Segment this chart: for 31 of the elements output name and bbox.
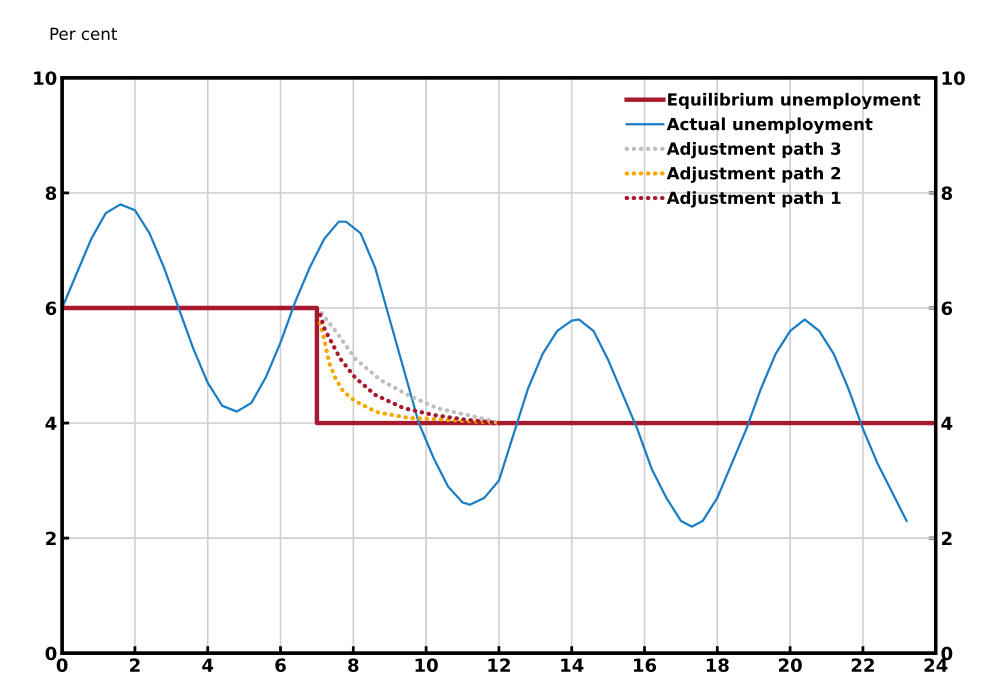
y-tick-label: 0 <box>46 646 56 660</box>
y-axis-title: Per cent <box>50 28 117 40</box>
x-tick-label: 18 <box>706 658 729 672</box>
y-tick-label: 6 <box>46 301 56 316</box>
legend-label: Adjustment path 2 <box>666 166 840 183</box>
legend-label: Adjustment path 3 <box>666 142 840 158</box>
x-tick-label: 14 <box>561 658 584 672</box>
y-tick-label: 10 <box>34 71 56 85</box>
y-tick-label: 8 <box>46 186 56 200</box>
x-tick-label: 4 <box>202 658 214 672</box>
y2-tick-label: 2 <box>942 532 952 545</box>
y2-tick-label: 10 <box>942 71 965 85</box>
x-tick-label: 16 <box>634 658 656 672</box>
x-tick-label: 22 <box>852 658 874 672</box>
x-tick-label: 2 <box>130 658 140 672</box>
y2-tick-label: 6 <box>942 301 952 316</box>
x-tick-label: 10 <box>416 658 438 672</box>
x-tick-label: 8 <box>348 658 358 672</box>
y2-tick-label: 8 <box>942 186 952 200</box>
x-tick-label: 6 <box>275 658 286 672</box>
y2-tick-label: 4 <box>941 416 952 430</box>
x-tick-label: 0 <box>56 658 68 672</box>
y-tick-label: 2 <box>46 532 56 545</box>
legend-label: Actual unemployment <box>666 117 872 134</box>
y-tick-label: 4 <box>46 416 56 430</box>
y2-tick-label: 0 <box>941 646 952 660</box>
x-tick-label: 24 <box>924 658 948 672</box>
legend-label: Adjustment path 1 <box>666 191 840 208</box>
legend-label: Equilibrium unemployment <box>668 92 920 110</box>
x-tick-label: 20 <box>778 658 802 672</box>
x-tick-label: 12 <box>488 658 510 672</box>
